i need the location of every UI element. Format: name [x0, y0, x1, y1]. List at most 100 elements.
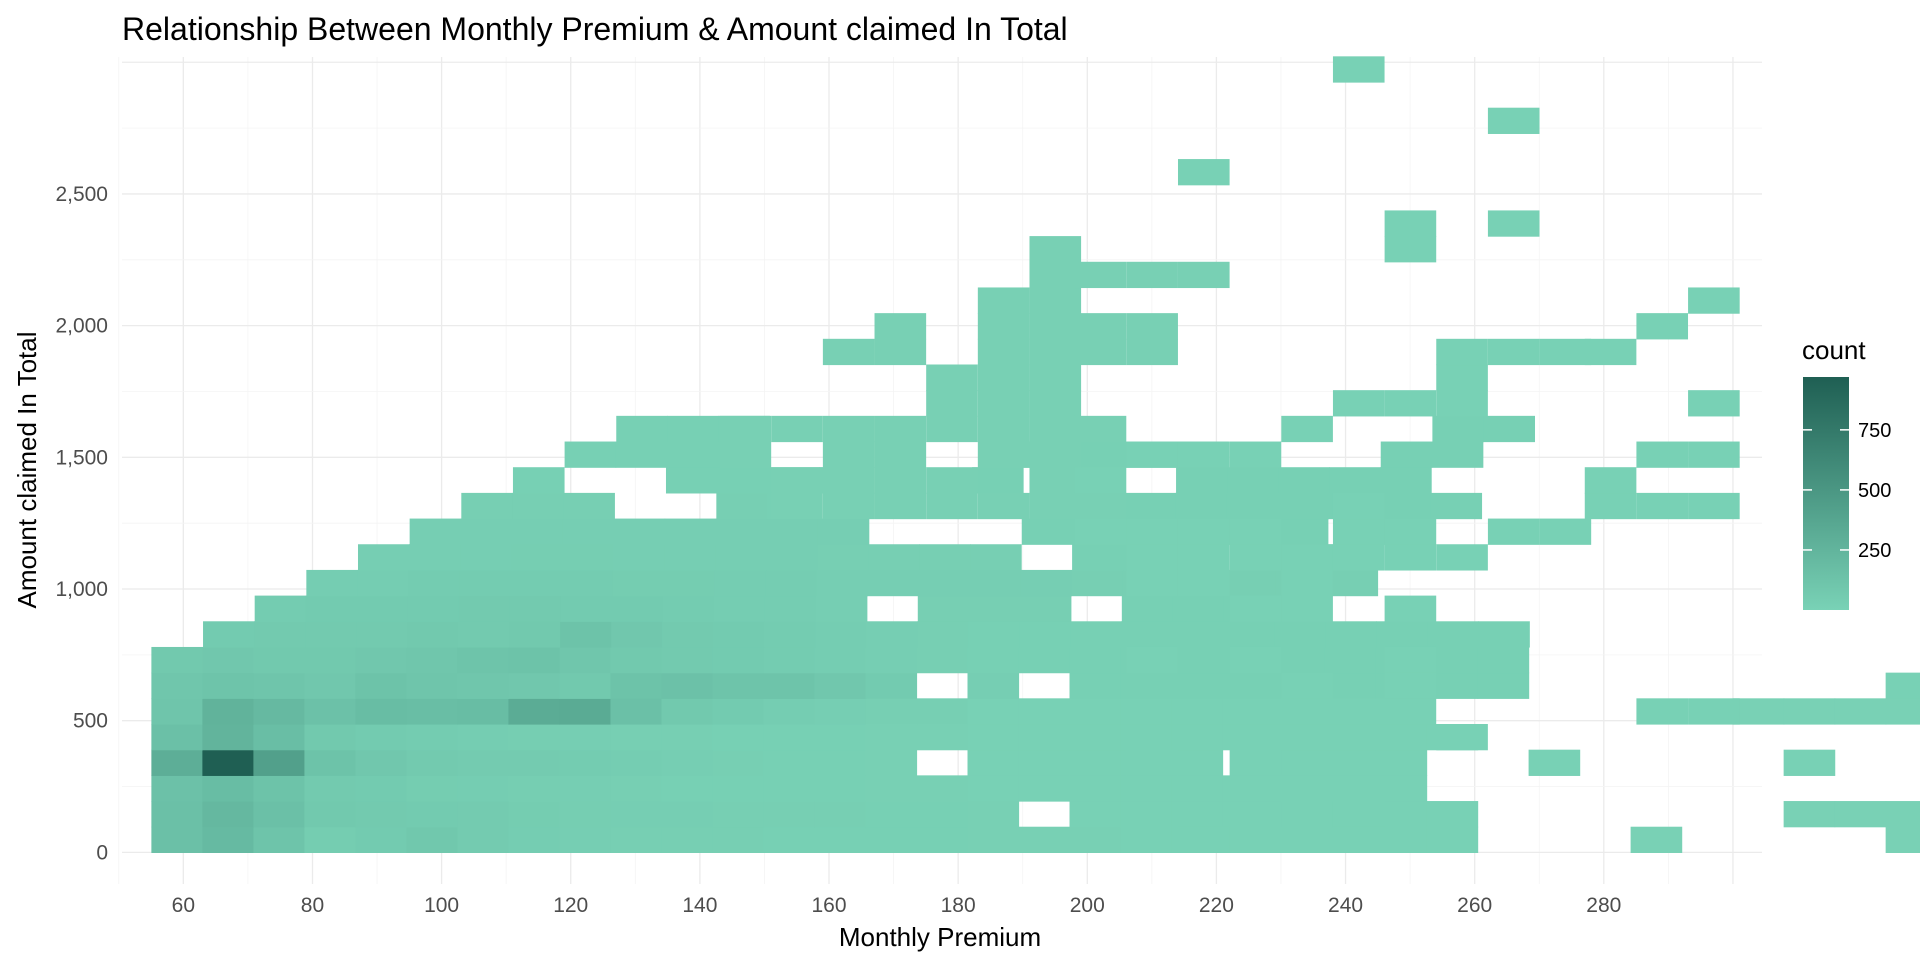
heatmap-cell [1069, 672, 1122, 699]
heatmap-cell [916, 646, 969, 674]
heatmap-cell [508, 801, 561, 828]
heatmap-cell [305, 621, 357, 648]
heatmap-cell [1326, 569, 1379, 597]
heatmap-cell [457, 826, 510, 853]
heatmap-cell [1171, 646, 1224, 674]
heatmap-cell [1332, 801, 1385, 828]
heatmap-cell [202, 698, 254, 725]
heatmap-cell [1885, 826, 1920, 853]
heatmap-cell [1121, 621, 1173, 648]
heatmap-cell [1281, 415, 1333, 443]
heatmap-cell [1029, 492, 1082, 520]
heatmap-cell [203, 621, 255, 648]
heatmap-cell [1325, 621, 1377, 648]
heatmap-cell [1222, 723, 1275, 751]
x-tick-label: 220 [1199, 894, 1234, 917]
heatmap-cell [1126, 544, 1178, 571]
heatmap-cell [763, 698, 816, 725]
y-axis-title: Amount claimed In Total [12, 332, 42, 609]
heatmap-cell [355, 723, 408, 751]
heatmap-cell [716, 467, 769, 494]
heatmap-cell [508, 775, 561, 802]
legend-tick-label: 250 [1858, 540, 1891, 562]
heatmap-cell [662, 595, 715, 622]
heatmap-cell [1018, 749, 1071, 776]
heatmap-cell [763, 801, 816, 828]
heatmap-cell [509, 621, 561, 648]
heatmap-cell [1029, 261, 1082, 289]
heatmap-cell [1539, 518, 1592, 545]
heatmap-cell [1332, 492, 1385, 520]
chart-title: Relationship Between Monthly Premium & A… [122, 11, 1068, 47]
heatmap-cell [1636, 441, 1689, 468]
heatmap-cell [457, 723, 510, 751]
heatmap-cell [661, 646, 714, 674]
heatmap-cell [661, 826, 714, 853]
heatmap-cell [1276, 518, 1329, 545]
heatmap-cell [712, 698, 765, 725]
heatmap-cell [562, 544, 614, 571]
heatmap-cell [1126, 338, 1178, 366]
heatmap-cell [202, 749, 254, 776]
heatmap-cell [1069, 775, 1122, 802]
heatmap-cell [1222, 672, 1275, 699]
heatmap-cell [1029, 364, 1082, 391]
heatmap-cell [357, 569, 409, 597]
heatmap-cell [1384, 595, 1437, 622]
heatmap-cell [1069, 749, 1122, 776]
heatmap-cell [1074, 467, 1127, 494]
heatmap-cell [867, 569, 920, 597]
heatmap-cell [304, 672, 357, 699]
heatmap-cell [1124, 492, 1177, 520]
heatmap-cell [611, 595, 664, 622]
x-tick-label: 240 [1328, 894, 1363, 917]
heatmap-cell [254, 621, 306, 648]
heatmap-cell [1070, 621, 1122, 648]
heatmap-cell [304, 749, 357, 776]
heatmap-cell [1121, 595, 1174, 622]
heatmap-cell [1332, 390, 1385, 417]
heatmap-cell [1487, 107, 1540, 134]
heatmap-cell [874, 338, 927, 366]
heatmap-cell [1222, 826, 1275, 853]
heatmap-cell [1783, 698, 1836, 725]
heatmap-cell [1126, 313, 1178, 340]
heatmap-cell [151, 723, 203, 751]
heatmap-cell [612, 569, 664, 597]
heatmap-cell [1432, 415, 1484, 443]
heatmap-cell [357, 544, 410, 571]
heatmap-cell [1274, 621, 1326, 648]
heatmap-cell [967, 646, 1020, 674]
heatmap-cell [977, 441, 1030, 468]
heatmap-cell [1273, 723, 1326, 751]
y-tick-label: 1,000 [55, 578, 108, 601]
heatmap-cell [151, 698, 203, 725]
heatmap-cell [1427, 621, 1479, 648]
heatmap-cell [355, 698, 408, 725]
heatmap-cell [667, 415, 719, 443]
heatmap-cell [151, 826, 203, 853]
color-legend: count 250 500 750 [1802, 335, 1891, 610]
heatmap-cell [814, 672, 867, 699]
heatmap-cell [461, 492, 513, 520]
heatmap-cell [1324, 723, 1377, 751]
heatmap-cell [1375, 775, 1428, 802]
heatmap-cell [1636, 313, 1689, 340]
heatmap-cell [1126, 261, 1178, 289]
heatmap-cell [1324, 775, 1377, 802]
heatmap-cell [865, 723, 918, 751]
heatmap-cell [1229, 441, 1282, 468]
heatmap-cell [1171, 775, 1224, 802]
heatmap-cell [1171, 698, 1224, 725]
heatmap-cell [457, 646, 510, 674]
heatmap-cell [202, 826, 254, 853]
heatmap-cell [1222, 698, 1275, 725]
heatmap-cell [151, 775, 203, 802]
heatmap-cell [202, 646, 254, 674]
heatmap-cell [666, 441, 719, 468]
heatmap-cell [977, 390, 1030, 417]
heatmap-cell [559, 826, 612, 853]
heatmap-cell [409, 518, 462, 545]
heatmap-cell [1528, 749, 1581, 776]
heatmap-cell [356, 621, 408, 648]
